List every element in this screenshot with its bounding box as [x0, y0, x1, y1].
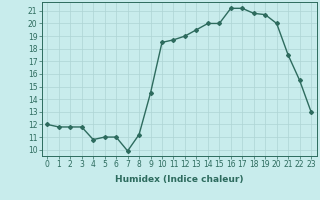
X-axis label: Humidex (Indice chaleur): Humidex (Indice chaleur): [115, 175, 244, 184]
